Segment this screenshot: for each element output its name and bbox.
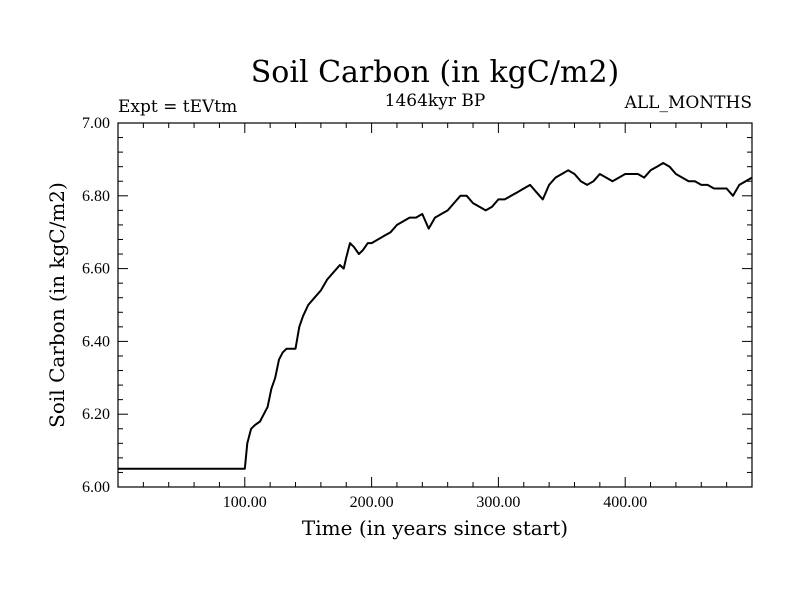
x-axis-tick-labels: 100.00 200.00 300.00 400.00 (223, 494, 647, 511)
x-axis-label: Time (in years since start) (302, 516, 568, 540)
axis-ticks (118, 123, 752, 487)
experiment-label: Expt = tEVtm (118, 97, 237, 117)
chart-figure: Soil Carbon (in kgC/m2) Expt = tEVtm 146… (0, 0, 800, 600)
y-tick-label: 6.00 (82, 479, 110, 496)
plot-frame (118, 123, 752, 487)
months-label: ALL_MONTHS (624, 93, 752, 113)
x-tick-label: 400.00 (603, 494, 647, 511)
y-tick-label: 7.00 (82, 115, 110, 132)
y-tick-label: 6.40 (82, 333, 110, 350)
data-series (118, 163, 752, 469)
y-tick-label: 6.80 (82, 188, 110, 205)
chart-title: Soil Carbon (in kgC/m2) (251, 55, 619, 90)
soil-carbon-line (118, 163, 752, 469)
y-tick-label: 6.20 (82, 406, 110, 423)
y-axis-label: Soil Carbon (in kgC/m2) (45, 182, 69, 428)
y-axis-tick-labels: 6.00 6.20 6.40 6.60 6.80 7.00 (82, 115, 110, 496)
x-tick-label: 200.00 (350, 494, 394, 511)
x-tick-label: 300.00 (476, 494, 520, 511)
period-label: 1464kyr BP (385, 91, 486, 111)
x-tick-label: 100.00 (223, 494, 267, 511)
y-tick-label: 6.60 (82, 261, 110, 278)
